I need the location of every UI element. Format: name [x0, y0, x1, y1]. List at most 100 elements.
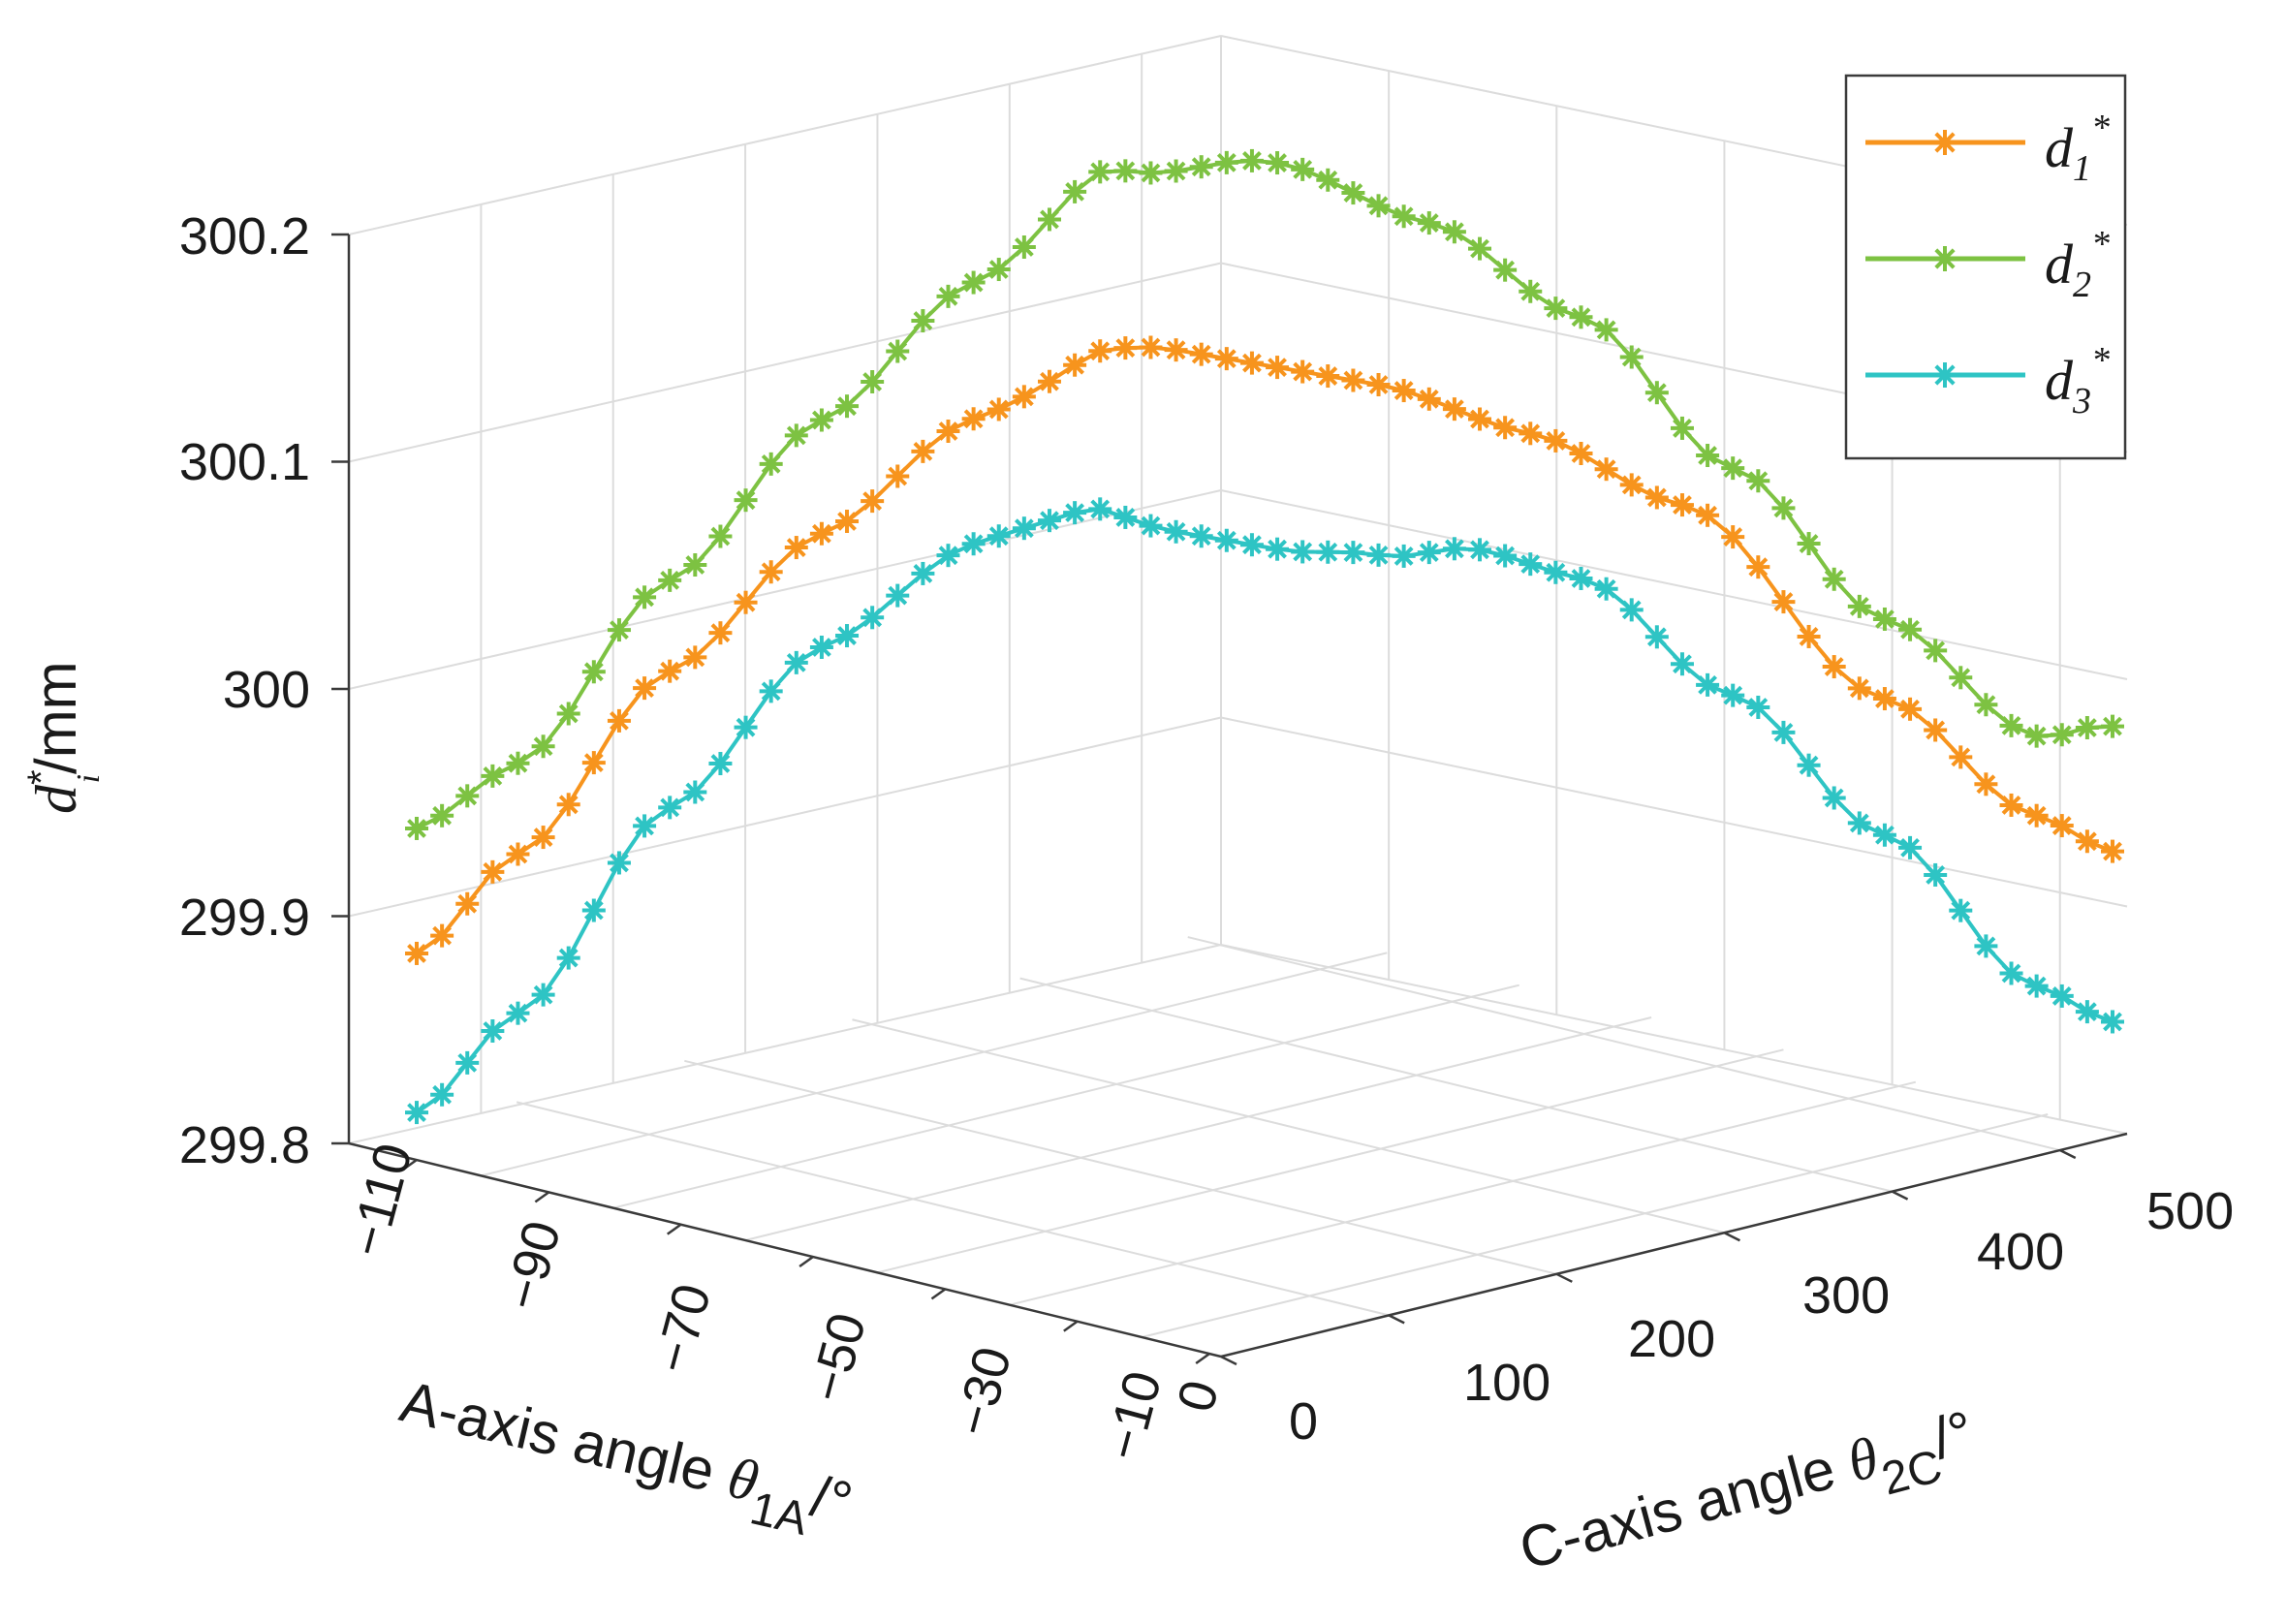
c-axis-tick [1388, 1314, 1405, 1325]
legend-label-1: d1* [2045, 108, 2110, 189]
data-point [1949, 898, 1973, 922]
data-point [1239, 148, 1264, 172]
data-point [633, 814, 657, 838]
data-point [835, 394, 860, 419]
data-point [1999, 793, 2023, 817]
data-point [1822, 655, 1846, 679]
data-point [1417, 541, 1441, 565]
data-point [1266, 537, 1290, 561]
data-point [430, 803, 454, 828]
series-layer [405, 148, 2124, 1125]
data-point [1847, 676, 1871, 701]
data-point [708, 524, 733, 548]
z-axis-sup: * [20, 769, 63, 785]
data-point [556, 946, 580, 970]
data-point [1164, 519, 1188, 544]
data-point [1932, 130, 1957, 155]
data-point [1771, 590, 1796, 614]
data-point [455, 891, 480, 916]
a-axis-sub: 1A [745, 1483, 812, 1546]
data-point [1696, 672, 1720, 697]
data-point [1721, 456, 1745, 481]
data-point [2101, 839, 2124, 863]
data-point [1746, 555, 1770, 579]
data-point [835, 624, 860, 648]
data-point [1569, 566, 1593, 590]
grid-line [348, 489, 1222, 690]
data-point [1037, 369, 1061, 393]
data-point [1341, 541, 1365, 565]
data-point [1594, 577, 1618, 601]
data-point [2075, 716, 2099, 740]
c-axis-tick [1220, 1355, 1237, 1366]
data-point [2075, 829, 2099, 854]
data-point [1898, 835, 1923, 859]
data-point [1872, 607, 1896, 631]
data-point [1974, 934, 1998, 958]
a-axis-tick-label: 0 [1167, 1375, 1231, 1419]
data-point [936, 419, 960, 443]
a-axis-tick [799, 1255, 814, 1268]
data-point [405, 816, 428, 840]
data-point [1797, 532, 1821, 556]
data-point [1924, 639, 1948, 663]
c-axis-tick-label: 200 [1628, 1310, 1715, 1368]
data-point [1670, 493, 1694, 517]
data-point [1139, 161, 1163, 185]
data-point [1088, 497, 1112, 521]
data-point [1366, 194, 1391, 218]
data-point [1872, 823, 1896, 847]
axis-lines [331, 233, 2128, 1366]
data-point [1644, 625, 1669, 649]
series-1 [405, 335, 2124, 965]
data-point [759, 452, 783, 476]
data-point [1797, 624, 1821, 648]
data-point [481, 764, 505, 788]
legend-sup-2: * [2091, 224, 2110, 265]
data-point [911, 561, 935, 585]
data-point [1569, 305, 1593, 329]
data-point [1189, 155, 1213, 179]
data-point [2050, 723, 2074, 747]
legend-sub-1: 1 [2073, 148, 2091, 189]
data-point [1569, 441, 1593, 465]
c-axis-tick-label: 400 [1977, 1223, 2064, 1281]
data-point [911, 309, 935, 333]
a-axis-tick [1195, 1352, 1210, 1365]
legend-sup-3: * [2091, 340, 2110, 381]
data-point [405, 941, 428, 965]
data-point [1392, 204, 1416, 229]
data-point [633, 676, 657, 701]
legend-base-3: d [2045, 349, 2074, 412]
data-point [1898, 617, 1923, 641]
data-point [683, 780, 707, 804]
data-point [683, 645, 707, 670]
grid-line [744, 1016, 1652, 1241]
data-point [936, 544, 960, 568]
grid-line [348, 35, 1222, 235]
legend-sub-2: 2 [2073, 265, 2091, 305]
data-point [1847, 594, 1871, 618]
data-point [1594, 318, 1618, 342]
data-point [1493, 258, 1518, 282]
z-axis-symbol: d [24, 784, 88, 814]
data-point [1746, 469, 1770, 493]
data-point [1696, 444, 1720, 468]
data-point [1594, 457, 1618, 482]
data-point [1291, 359, 1315, 384]
data-point [1949, 666, 1973, 690]
data-point [1519, 279, 1543, 303]
c-axis-label: C-axis angle θ2C/° [1513, 1398, 1986, 1601]
data-point [556, 793, 580, 817]
data-point [658, 659, 682, 683]
data-point [481, 1018, 505, 1043]
data-point [1037, 207, 1061, 232]
data-point [1239, 351, 1264, 375]
data-point [986, 258, 1011, 282]
data-point [708, 752, 733, 776]
legend-base-2: d [2045, 233, 2074, 296]
data-point [405, 1101, 428, 1125]
data-point [1164, 338, 1188, 362]
data-point [1239, 533, 1264, 557]
data-point [1366, 543, 1391, 567]
